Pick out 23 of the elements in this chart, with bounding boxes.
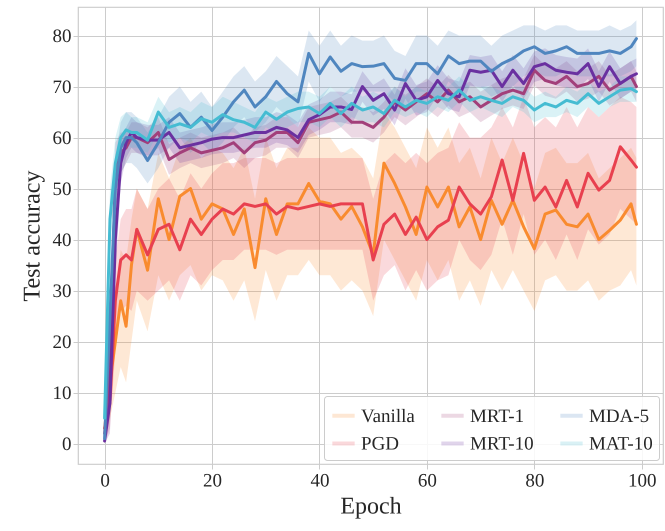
x-tick-label: 100 [628,470,657,492]
legend-label: MRT-10 [470,434,534,454]
legend-label: MRT-1 [470,406,524,427]
x-tick-label: 80 [525,470,544,492]
y-tick-label: 50 [52,179,72,200]
x-tick-label: 20 [203,470,222,492]
x-tick-label: 0 [100,470,110,492]
y-tick-label: 70 [52,77,72,98]
legend-label: Vanilla [361,406,416,427]
x-tick-label: 40 [310,470,330,492]
y-axis-title: Test accuracy [20,170,46,302]
y-tick-label: 10 [52,383,72,404]
legend-label: PGD [361,434,400,454]
y-tick-label: 30 [52,281,72,302]
legend-label: MDA-5 [589,406,650,427]
legend-label: MAT-10 [589,434,653,454]
y-tick-label: 20 [52,332,72,354]
y-tick-label: 60 [52,128,72,150]
x-tick-label: 60 [418,470,437,492]
y-tick-label: 0 [62,434,72,456]
y-tick-label: 40 [52,230,72,252]
x-axis-title: Epoch [340,494,402,520]
y-tick-label: 80 [52,26,72,48]
